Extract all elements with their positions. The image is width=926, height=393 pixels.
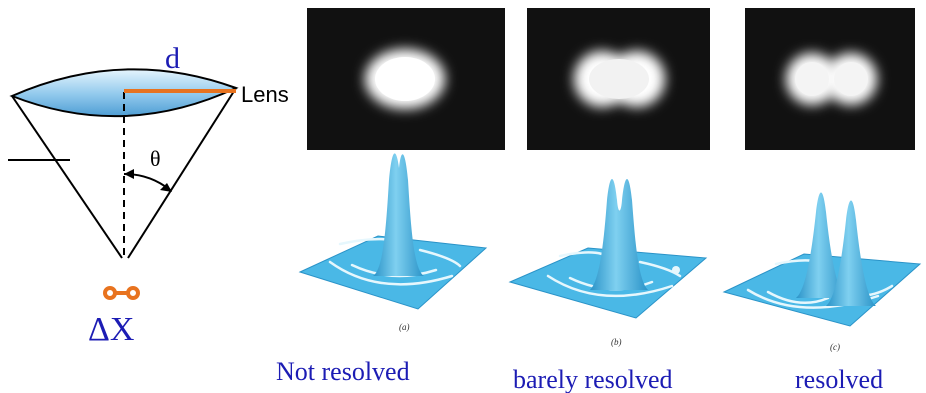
theta-arrowhead-right [160,183,172,192]
cone-left-line [11,95,123,259]
photo-c [745,8,915,150]
dx-separation-icon [103,286,140,300]
photo-b [527,8,710,150]
cone-right-line [127,87,237,259]
photo-a [307,8,505,150]
panel-c-letter: (c) [830,342,840,352]
peak-a [373,153,424,276]
theta-arrowhead-left [124,169,134,179]
surface-plot-c: (c) [722,192,922,352]
caption-barely-resolved: barely resolved [513,365,673,393]
peak-c-right [826,200,876,306]
panel-a-letter: (a) [399,322,410,332]
peak-c-left [796,192,846,298]
caption-resolved: resolved [795,365,883,393]
lens-label: Lens [241,82,289,107]
dx-label: ΔX [88,311,134,348]
lens-diagram: d Lens θ ΔX [8,42,289,348]
panel-b-letter: (b) [611,337,622,347]
surface-plot-a: (a) [298,153,488,332]
surface-plot-b: (b) [508,179,708,347]
aperture-d-label: d [165,42,180,75]
caption-not-resolved: Not resolved [276,357,410,386]
theta-label: θ [150,146,161,171]
peak-b [590,179,648,290]
